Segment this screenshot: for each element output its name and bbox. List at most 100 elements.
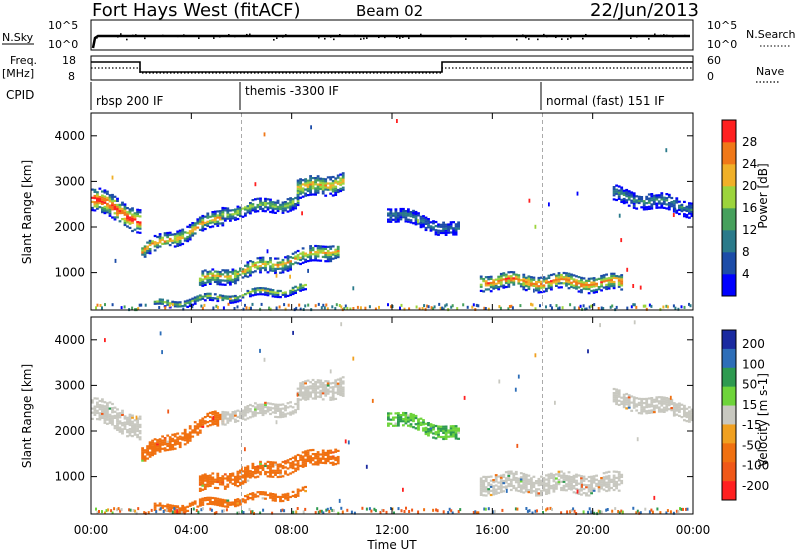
scatter-cell — [131, 215, 134, 218]
scatter-cell — [221, 224, 225, 227]
scatter-cell — [331, 175, 335, 179]
floor-cell — [665, 304, 668, 308]
scatter-cell — [387, 412, 390, 415]
scatter-cell — [271, 463, 275, 466]
scatter-cell — [254, 402, 257, 405]
scatter-cell — [494, 484, 498, 487]
scatter-cell — [294, 411, 297, 414]
scatter-cell — [249, 274, 252, 277]
scatter-cell — [662, 402, 666, 405]
scatter-cell — [111, 411, 114, 414]
scatter-cell — [236, 500, 240, 503]
scatter-cell — [519, 283, 523, 286]
scatter-cell — [203, 487, 207, 490]
scatter-cell — [632, 404, 636, 407]
scatter-cell — [281, 415, 285, 418]
scatter-cell — [306, 453, 310, 456]
scatter-cell — [223, 271, 227, 274]
scatter-cell — [592, 475, 596, 478]
scatter-cell — [617, 391, 621, 394]
scatter-cell — [532, 490, 536, 493]
scatter-cell — [166, 434, 170, 437]
scatter-cell — [163, 439, 167, 442]
scatter-cell — [98, 408, 102, 411]
nave-tick-top: 60 — [707, 54, 721, 67]
scatter-cell — [106, 406, 109, 409]
scatter-cell — [181, 242, 185, 246]
scatter-cell — [133, 216, 137, 219]
scatter-cell — [321, 384, 325, 387]
scatter-cell — [116, 424, 119, 427]
scatter-cell — [198, 419, 202, 422]
scatter-cell — [688, 420, 691, 423]
scatter-cell — [550, 485, 553, 488]
scatter-cell — [188, 431, 192, 434]
scatter-cell — [136, 210, 139, 213]
scatter-cell — [216, 497, 220, 500]
scatter-cell — [685, 407, 689, 410]
nsky-tick-bottom: 10^0 — [48, 38, 78, 51]
speckle-cell — [159, 331, 162, 336]
scatter-cell — [562, 271, 566, 275]
scatter-cell — [336, 249, 340, 253]
scatter-cell — [341, 394, 345, 397]
scatter-cell — [688, 412, 691, 415]
scatter-cell — [264, 493, 267, 496]
scatter-cell — [341, 176, 345, 179]
scatter-cell — [309, 189, 312, 192]
nsky-point — [624, 35, 626, 37]
scatter-cell — [188, 238, 192, 241]
scatter-cell — [683, 419, 686, 422]
scatter-cell — [316, 255, 320, 258]
scatter-cell — [329, 398, 333, 401]
scatter-cell — [249, 474, 252, 477]
scatter-cell — [580, 282, 583, 286]
scatter-cell — [572, 487, 576, 490]
scatter-cell — [181, 228, 185, 231]
floor-cell — [120, 306, 123, 310]
scatter-cell — [234, 410, 237, 413]
floor-cell — [579, 304, 582, 308]
scatter-cell — [223, 283, 227, 286]
colorbar-tick-label: 4 — [742, 267, 750, 281]
speckle-cell — [161, 350, 163, 355]
scatter-cell — [577, 290, 581, 293]
scatter-cell — [650, 397, 654, 400]
scatter-cell — [565, 276, 568, 279]
scatter-cell — [514, 487, 518, 490]
scatter-cell — [497, 288, 501, 291]
scatter-cell — [216, 220, 220, 223]
scatter-cell — [306, 189, 310, 193]
scatter-cell — [201, 295, 205, 298]
floor-cell — [314, 304, 317, 308]
scatter-cell — [266, 408, 270, 411]
scatter-cell — [547, 285, 551, 288]
scatter-cell — [266, 198, 270, 201]
floor-cell — [560, 511, 563, 515]
floor-cell — [683, 305, 686, 309]
scatter-cell — [246, 211, 250, 214]
scatter-cell — [547, 473, 551, 476]
speckle-cell — [263, 132, 266, 137]
scatter-cell — [542, 286, 546, 289]
scatter-cell — [106, 198, 109, 201]
scatter-cell — [642, 406, 646, 409]
scatter-cell — [259, 201, 262, 204]
scatter-cell — [402, 424, 405, 427]
scatter-cell — [427, 222, 430, 225]
scatter-cell — [251, 290, 255, 293]
scatter-cell — [256, 203, 260, 207]
nsky-point — [339, 34, 341, 36]
scatter-cell — [424, 426, 428, 429]
scatter-cell — [213, 503, 217, 506]
scatter-cell — [577, 474, 581, 477]
scatter-cell — [289, 262, 292, 265]
scatter-cell — [281, 407, 285, 410]
scatter-cell — [116, 422, 119, 425]
scatter-cell — [208, 294, 212, 297]
scatter-cell — [106, 404, 109, 407]
scatter-cell — [600, 277, 603, 280]
scatter-cell — [580, 493, 583, 496]
scatter-cell — [148, 453, 152, 456]
scatter-cell — [226, 475, 230, 478]
